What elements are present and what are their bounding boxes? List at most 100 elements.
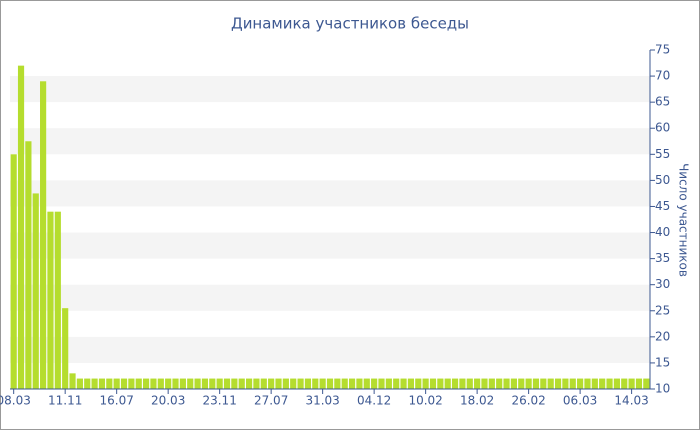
bar bbox=[32, 193, 39, 389]
bar bbox=[643, 378, 650, 389]
y-tick-label: 65 bbox=[655, 95, 670, 109]
bar bbox=[76, 378, 83, 389]
bar bbox=[415, 378, 422, 389]
bar bbox=[253, 378, 260, 389]
x-tick-label: 31.03 bbox=[305, 394, 339, 408]
grid-band bbox=[10, 180, 650, 207]
bar bbox=[17, 65, 25, 390]
bar bbox=[194, 378, 201, 389]
bar bbox=[150, 378, 157, 389]
bar bbox=[260, 378, 267, 389]
bar bbox=[143, 378, 150, 389]
grid-band bbox=[10, 284, 650, 311]
bar bbox=[628, 378, 635, 389]
bar bbox=[245, 378, 253, 389]
x-tick-label: 26.02 bbox=[511, 394, 545, 408]
bar bbox=[275, 378, 282, 389]
x-tick-label: 04.12 bbox=[357, 394, 391, 408]
bar bbox=[363, 378, 370, 389]
bar bbox=[223, 378, 231, 389]
bar bbox=[356, 378, 363, 389]
bar bbox=[481, 378, 488, 389]
bar bbox=[613, 378, 620, 389]
x-tick-label: 16.07 bbox=[99, 394, 133, 408]
bar bbox=[120, 378, 128, 389]
y-tick-label: 55 bbox=[655, 147, 670, 161]
bar bbox=[606, 378, 613, 389]
x-tick-label: 27.07 bbox=[254, 394, 288, 408]
bar bbox=[304, 378, 312, 389]
bar bbox=[98, 378, 106, 389]
y-tick-label: 30 bbox=[655, 277, 670, 291]
y-tick-label: 25 bbox=[655, 303, 670, 317]
grid-band bbox=[10, 128, 650, 155]
bar bbox=[577, 378, 584, 389]
bar bbox=[599, 378, 606, 389]
bar bbox=[113, 378, 120, 389]
bar bbox=[69, 373, 76, 389]
bar bbox=[179, 378, 186, 389]
bar bbox=[459, 378, 466, 389]
bar bbox=[238, 378, 245, 389]
grid-band bbox=[10, 232, 650, 259]
bar bbox=[297, 378, 304, 389]
bar bbox=[106, 378, 113, 389]
bar bbox=[385, 378, 392, 389]
bar bbox=[371, 378, 378, 389]
bar bbox=[334, 378, 341, 389]
bar bbox=[326, 378, 334, 389]
bar bbox=[10, 154, 17, 389]
bar bbox=[635, 378, 643, 389]
bar bbox=[128, 378, 135, 389]
bar bbox=[54, 211, 61, 389]
bar bbox=[525, 378, 532, 389]
grid-band bbox=[10, 336, 650, 363]
bar bbox=[290, 378, 297, 389]
bar bbox=[562, 378, 569, 389]
bar bbox=[444, 378, 451, 389]
bar bbox=[437, 378, 444, 389]
bar bbox=[532, 378, 540, 389]
bar bbox=[157, 378, 164, 389]
bar bbox=[25, 141, 32, 389]
y-tick-label: 15 bbox=[655, 355, 670, 369]
x-tick-label: 06.03 bbox=[563, 394, 597, 408]
y-tick-label: 60 bbox=[655, 121, 670, 135]
bar bbox=[341, 378, 348, 389]
grid-band bbox=[10, 76, 650, 103]
y-tick-label: 35 bbox=[655, 251, 670, 265]
bar bbox=[451, 378, 459, 389]
y-tick-label: 75 bbox=[655, 43, 670, 57]
bar bbox=[591, 378, 598, 389]
bar bbox=[547, 378, 554, 389]
bar bbox=[201, 378, 209, 389]
bar bbox=[496, 378, 503, 389]
bar bbox=[503, 378, 510, 389]
bar bbox=[466, 378, 473, 389]
bar bbox=[393, 378, 400, 389]
bar bbox=[165, 378, 172, 389]
bar bbox=[554, 378, 562, 389]
x-tick-label: 14.03 bbox=[614, 394, 648, 408]
bar bbox=[84, 378, 91, 389]
bar bbox=[216, 378, 223, 389]
bar bbox=[510, 378, 517, 389]
y-tick-label: 45 bbox=[655, 199, 670, 213]
bar bbox=[62, 308, 69, 389]
bar bbox=[312, 378, 319, 389]
bar bbox=[172, 378, 179, 389]
bar bbox=[407, 378, 415, 389]
x-tick-label: 18.02 bbox=[460, 394, 494, 408]
y-tick-label: 20 bbox=[655, 329, 670, 343]
bar bbox=[268, 378, 275, 389]
bar bbox=[518, 378, 525, 389]
y-tick-label: 70 bbox=[655, 69, 670, 83]
bar bbox=[422, 378, 429, 389]
y-tick-label: 10 bbox=[655, 382, 670, 396]
chart-title: Динамика участников беседы bbox=[231, 15, 469, 33]
bar bbox=[319, 378, 326, 389]
bar bbox=[231, 378, 238, 389]
y-tick-label: 40 bbox=[655, 225, 670, 239]
